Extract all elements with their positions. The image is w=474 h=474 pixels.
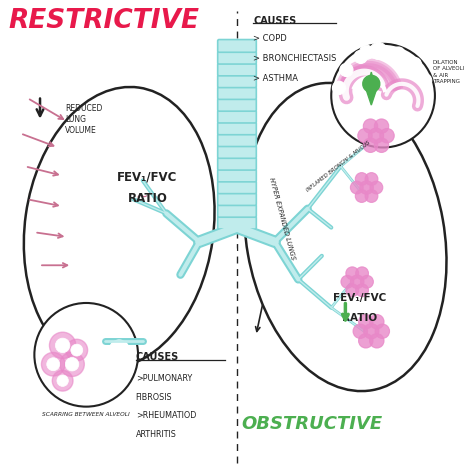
Text: SCARRING BETWEEN ALVEOLI: SCARRING BETWEEN ALVEOLI xyxy=(42,412,130,417)
Text: RATIO: RATIO xyxy=(128,191,167,205)
Circle shape xyxy=(370,314,384,329)
Text: CAUSES: CAUSES xyxy=(136,353,179,363)
Circle shape xyxy=(361,275,374,288)
Circle shape xyxy=(57,375,68,386)
Circle shape xyxy=(71,344,83,356)
Circle shape xyxy=(353,324,367,338)
Circle shape xyxy=(364,324,379,339)
Ellipse shape xyxy=(244,83,447,391)
Circle shape xyxy=(100,364,119,383)
Circle shape xyxy=(380,128,394,143)
Circle shape xyxy=(360,181,374,194)
Text: DILATION
OF ALVEOLI
& AIR
TRAPPING: DILATION OF ALVEOLI & AIR TRAPPING xyxy=(433,60,464,84)
Circle shape xyxy=(350,181,363,194)
Text: > BRONCHIECTASIS: > BRONCHIECTASIS xyxy=(254,54,337,63)
Circle shape xyxy=(66,339,88,361)
Circle shape xyxy=(375,324,390,338)
Circle shape xyxy=(117,348,135,366)
Circle shape xyxy=(358,314,373,329)
Circle shape xyxy=(341,275,354,288)
Circle shape xyxy=(346,284,359,297)
Text: >PULMONARY: >PULMONARY xyxy=(136,374,192,383)
FancyBboxPatch shape xyxy=(218,63,256,76)
FancyBboxPatch shape xyxy=(218,51,256,64)
Circle shape xyxy=(365,190,378,202)
Circle shape xyxy=(363,138,378,153)
Text: >RHEUMATIOD: >RHEUMATIOD xyxy=(136,411,196,420)
Circle shape xyxy=(35,303,138,407)
Text: CAUSES: CAUSES xyxy=(254,16,297,26)
Circle shape xyxy=(331,44,435,147)
FancyBboxPatch shape xyxy=(218,87,256,100)
Text: RESTRICTIVE: RESTRICTIVE xyxy=(9,9,200,35)
FancyBboxPatch shape xyxy=(218,169,256,182)
Text: > ASTHMA: > ASTHMA xyxy=(254,74,299,83)
Text: FIBROSIS: FIBROSIS xyxy=(136,392,173,401)
Circle shape xyxy=(346,267,359,280)
Circle shape xyxy=(392,47,405,60)
Text: OBSTRUCTIVE: OBSTRUCTIVE xyxy=(242,415,383,433)
FancyBboxPatch shape xyxy=(218,134,256,146)
Circle shape xyxy=(393,56,406,69)
FancyBboxPatch shape xyxy=(218,204,256,217)
Wedge shape xyxy=(363,75,380,92)
Circle shape xyxy=(41,353,65,376)
Text: FEV₁/FVC: FEV₁/FVC xyxy=(117,171,178,183)
Circle shape xyxy=(350,275,364,289)
Text: HYPER EXPANDED LUNGS: HYPER EXPANDED LUNGS xyxy=(268,177,295,261)
Circle shape xyxy=(368,128,383,143)
Circle shape xyxy=(332,81,346,94)
FancyBboxPatch shape xyxy=(218,193,256,205)
FancyBboxPatch shape xyxy=(218,110,256,123)
Circle shape xyxy=(358,334,373,348)
Text: FEV₁/FVC: FEV₁/FVC xyxy=(333,292,386,302)
Circle shape xyxy=(359,45,374,59)
Circle shape xyxy=(356,267,368,280)
Text: > COPD: > COPD xyxy=(254,35,287,44)
Circle shape xyxy=(109,340,129,360)
Circle shape xyxy=(374,119,389,133)
Polygon shape xyxy=(366,72,376,105)
Circle shape xyxy=(356,284,368,297)
Circle shape xyxy=(60,352,84,376)
Circle shape xyxy=(365,173,378,185)
FancyBboxPatch shape xyxy=(218,99,256,111)
Circle shape xyxy=(102,349,122,370)
Circle shape xyxy=(52,370,73,391)
FancyBboxPatch shape xyxy=(218,181,256,194)
Circle shape xyxy=(55,338,70,353)
Circle shape xyxy=(370,334,384,348)
Text: INFLAMED BRONCHI & MUCUS: INFLAMED BRONCHI & MUCUS xyxy=(306,140,371,193)
Circle shape xyxy=(383,48,398,63)
Circle shape xyxy=(363,119,378,133)
Circle shape xyxy=(358,128,372,143)
Circle shape xyxy=(370,42,387,59)
FancyBboxPatch shape xyxy=(218,122,256,135)
Circle shape xyxy=(219,243,236,260)
Text: ~: ~ xyxy=(136,188,148,203)
FancyBboxPatch shape xyxy=(218,75,256,88)
Circle shape xyxy=(370,181,383,194)
Circle shape xyxy=(419,74,432,87)
FancyBboxPatch shape xyxy=(218,157,256,170)
Circle shape xyxy=(65,357,79,371)
Text: REDUCED
LUNG
VOLUME: REDUCED LUNG VOLUME xyxy=(65,104,102,135)
Circle shape xyxy=(408,57,421,71)
FancyBboxPatch shape xyxy=(218,39,256,52)
Text: ARTHRITIS: ARTHRITIS xyxy=(136,430,176,439)
Circle shape xyxy=(373,45,386,58)
Circle shape xyxy=(115,359,133,378)
Circle shape xyxy=(354,50,367,64)
Ellipse shape xyxy=(24,87,215,368)
Circle shape xyxy=(356,173,368,185)
Circle shape xyxy=(47,358,60,371)
Circle shape xyxy=(356,190,368,202)
Text: RATIO: RATIO xyxy=(342,313,377,323)
FancyBboxPatch shape xyxy=(218,216,256,229)
Circle shape xyxy=(340,64,353,77)
FancyBboxPatch shape xyxy=(218,146,256,158)
Circle shape xyxy=(374,138,389,153)
Circle shape xyxy=(49,332,76,358)
